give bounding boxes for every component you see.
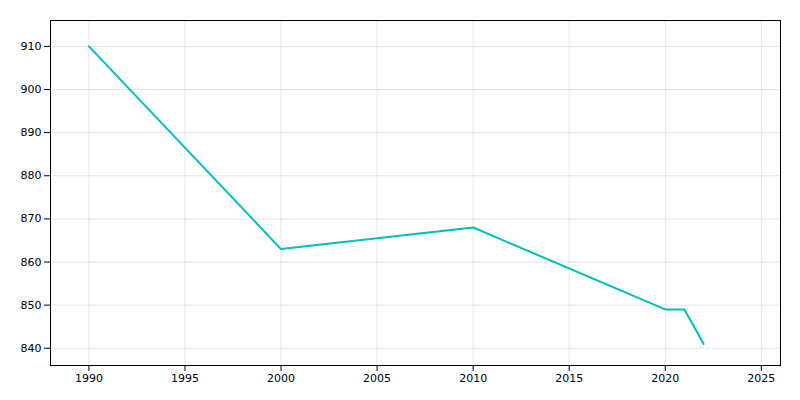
svg-text:1990: 1990 (75, 372, 103, 385)
svg-text:2010: 2010 (459, 372, 487, 385)
svg-text:900: 900 (21, 83, 42, 96)
svg-text:2000: 2000 (267, 372, 295, 385)
svg-text:2005: 2005 (363, 372, 391, 385)
svg-text:910: 910 (21, 40, 42, 53)
svg-text:880: 880 (21, 169, 42, 182)
svg-text:2015: 2015 (555, 372, 583, 385)
svg-text:2025: 2025 (747, 372, 775, 385)
svg-text:2020: 2020 (651, 372, 679, 385)
svg-text:870: 870 (21, 212, 42, 225)
svg-text:850: 850 (21, 299, 42, 312)
svg-text:1995: 1995 (171, 372, 199, 385)
svg-text:840: 840 (21, 342, 42, 355)
svg-text:890: 890 (21, 126, 42, 139)
svg-text:860: 860 (21, 256, 42, 269)
